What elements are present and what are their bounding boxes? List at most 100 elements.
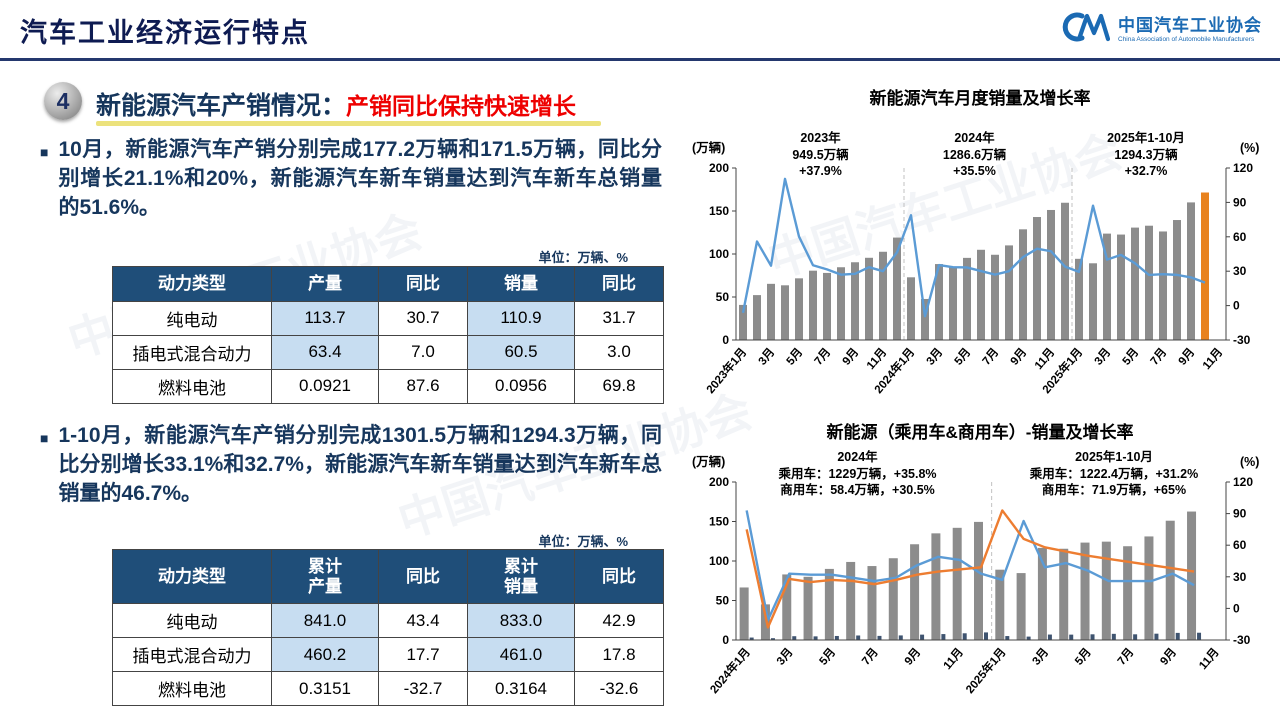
table-cell: 461.0 bbox=[467, 637, 575, 673]
monthly-sales-bar bbox=[1131, 227, 1139, 340]
left-axis-unit: (万辆) bbox=[692, 454, 725, 469]
commercial-sales-bar bbox=[920, 634, 925, 640]
monthly-power-type-table: 动力类型 产量 同比 销量 同比 纯电动 113.7 30.7 110.9 31.7 插电式混合动力… bbox=[112, 266, 664, 404]
monthly-sales-bar bbox=[767, 283, 775, 340]
monthly-sales-bar bbox=[865, 257, 873, 340]
cumulative-power-type-table: 动力类型 累计 产量 同比 累计 销量 同比 纯电动 841.0 43.4 833.0 42.9 插… bbox=[112, 548, 664, 707]
passenger-sales-bar bbox=[1059, 548, 1069, 640]
monthly-sales-bar bbox=[1103, 233, 1111, 340]
table-cell: 63.4 bbox=[271, 334, 379, 370]
monthly-sales-bar bbox=[1061, 202, 1069, 340]
commercial-growth-line bbox=[745, 509, 1195, 629]
passenger-sales-bar bbox=[1187, 511, 1197, 640]
section-title: 新能源汽车产销情况：产销同比保持快速增长 bbox=[96, 86, 576, 122]
monthly-sales-chart-canvas: 0 50 100 150 200 -30 0 30 60 90 120 (万辆) (%) 2023年1月 3… bbox=[692, 140, 1259, 396]
yoy-growth-line bbox=[741, 177, 1206, 318]
monthly-sales-bar bbox=[1117, 234, 1125, 340]
caam-logo: 中国汽车工业协会 China Association of Automobile… bbox=[1054, 8, 1262, 51]
right-axis-tick: -30 bbox=[1233, 633, 1251, 647]
x-axis-label: 2023年1月 bbox=[703, 345, 749, 396]
commercial-sales-bar bbox=[984, 632, 988, 640]
monthly-sales-bar bbox=[1019, 229, 1027, 340]
commercial-sales-bar bbox=[1197, 632, 1202, 640]
table-cell: 0.0921 bbox=[271, 368, 379, 404]
x-axis-label: 7月 bbox=[859, 646, 880, 668]
passenger-growth-line bbox=[745, 510, 1195, 622]
commercial-sales-bar bbox=[1026, 636, 1031, 640]
left-axis-tick: 50 bbox=[716, 594, 730, 608]
header-divider bbox=[0, 58, 1280, 61]
table-cell: 833.0 bbox=[467, 603, 575, 639]
table-row: 燃料电池 0.0921 87.6 0.0956 69.8 bbox=[112, 368, 664, 404]
right-axis-tick: 30 bbox=[1233, 264, 1247, 278]
section-number: 4 bbox=[56, 87, 70, 114]
right-axis-tick: 90 bbox=[1233, 195, 1247, 209]
x-axis-label: 9月 bbox=[840, 346, 861, 368]
right-axis-tick: 30 bbox=[1233, 570, 1247, 584]
monthly-sales-bar bbox=[1201, 192, 1209, 340]
passenger-sales-bar bbox=[1123, 546, 1133, 640]
annotation-2024-pc-cv: 2024年 乘用车：1229万辆，+35.8% 商用车：58.4万辆，+30.5… bbox=[778, 450, 937, 497]
monthly-sales-bar bbox=[1159, 231, 1167, 340]
x-axis-label: 2024年1月 bbox=[707, 645, 753, 696]
x-axis-label: 5月 bbox=[817, 646, 838, 668]
x-axis-label: 2025年1月 bbox=[963, 645, 1009, 696]
passenger-sales-bar bbox=[782, 574, 792, 640]
passenger-sales-bar bbox=[739, 587, 749, 640]
monthly-sales-bar bbox=[963, 257, 971, 340]
left-axis-tick: 150 bbox=[709, 204, 729, 218]
column-header: 累计 产量 bbox=[271, 548, 379, 605]
table-cell: 0.3164 bbox=[467, 671, 575, 707]
passenger-sales-bar bbox=[888, 558, 898, 640]
passenger-sales-bar bbox=[1080, 542, 1090, 640]
monthly-sales-bar bbox=[823, 272, 831, 340]
chart1-title: 新能源汽车月度销量及增长率 bbox=[869, 89, 1091, 108]
monthly-sales-bar bbox=[753, 295, 761, 340]
passenger-sales-bar bbox=[952, 527, 962, 640]
right-axis-tick: 0 bbox=[1233, 601, 1240, 615]
org-name-cn: 中国汽车工业协会 bbox=[1118, 15, 1262, 35]
monthly-sales-bar bbox=[935, 264, 943, 340]
monthly-sales-bar bbox=[809, 270, 817, 340]
annotation-2023: 2023年 949.5万辆 +37.9% bbox=[792, 131, 849, 178]
table-cell: 87.6 bbox=[378, 368, 468, 404]
x-axis-label: 3月 bbox=[1030, 646, 1051, 668]
x-axis-label: 7月 bbox=[980, 346, 1001, 368]
right-axis-unit: (%) bbox=[1240, 455, 1259, 469]
table-cell: 69.8 bbox=[574, 368, 664, 404]
commercial-sales-bar bbox=[1090, 634, 1095, 640]
table-cell: 7.0 bbox=[378, 334, 468, 370]
column-header: 累计 销量 bbox=[467, 548, 575, 605]
monthly-sales-bar bbox=[1145, 225, 1153, 340]
right-axis-tick: 120 bbox=[1233, 161, 1253, 175]
x-axis-label: 11月 bbox=[864, 346, 889, 372]
table-cell: 841.0 bbox=[271, 603, 379, 639]
passenger-sales-bar bbox=[1101, 541, 1111, 640]
passenger-sales-bar bbox=[760, 604, 770, 640]
x-axis-label: 11月 bbox=[1200, 346, 1225, 372]
unit-label-monthly: 单位：万辆、% bbox=[538, 250, 628, 265]
monthly-sales-bar bbox=[991, 254, 999, 340]
commercial-sales-bar bbox=[749, 637, 754, 640]
table-cell: 17.7 bbox=[378, 637, 468, 673]
commercial-sales-bar bbox=[941, 634, 946, 640]
section-title-main: 新能源汽车产销情况： bbox=[96, 92, 347, 120]
column-header: 同比 bbox=[378, 266, 468, 302]
section-title-underline bbox=[96, 121, 601, 126]
monthly-sales-bar bbox=[1033, 217, 1041, 340]
commercial-sales-bar bbox=[877, 635, 882, 640]
org-name-en: China Association of Automobile Manufact… bbox=[1118, 36, 1255, 44]
commercial-sales-bar bbox=[770, 638, 775, 640]
column-header: 动力类型 bbox=[112, 548, 272, 605]
column-header: 动力类型 bbox=[112, 266, 272, 302]
table-cell: 纯电动 bbox=[112, 603, 272, 639]
monthly-sales-bar bbox=[949, 266, 957, 340]
table-cell: 17.8 bbox=[574, 637, 664, 673]
commercial-sales-bar bbox=[813, 636, 818, 640]
x-axis-label: 3月 bbox=[924, 346, 945, 368]
x-axis-label: 11月 bbox=[1032, 346, 1057, 372]
table-cell: 3.0 bbox=[574, 334, 664, 370]
table-row: 插电式混合动力 63.4 7.0 60.5 3.0 bbox=[112, 334, 664, 370]
right-axis-tick: 0 bbox=[1233, 299, 1240, 313]
